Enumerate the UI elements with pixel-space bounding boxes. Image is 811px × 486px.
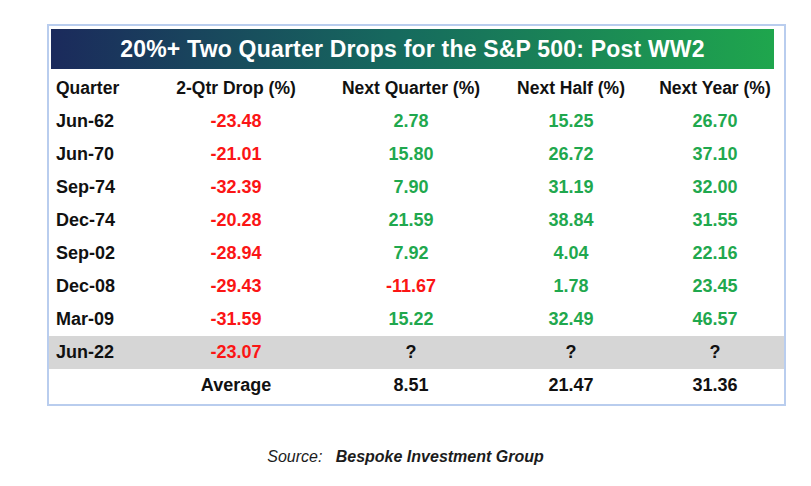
- value-cell: ?: [496, 336, 646, 369]
- table-row: Dec-74-20.2821.5938.8431.55: [49, 204, 784, 237]
- value-cell: -23.48: [146, 105, 326, 138]
- column-header-next-quarter: Next Quarter (%): [326, 72, 496, 105]
- value-cell: -21.01: [146, 138, 326, 171]
- value-cell: 26.72: [496, 138, 646, 171]
- column-header-quarter: Quarter: [49, 72, 146, 105]
- source-line: Source: Bespoke Investment Group: [0, 448, 811, 466]
- quarter-cell: Jun-22: [49, 336, 146, 369]
- average-label: Average: [146, 369, 326, 402]
- value-cell: 31.55: [646, 204, 784, 237]
- average-empty-cell: [49, 369, 146, 402]
- table-row: Jun-62-23.482.7815.2526.70: [49, 105, 784, 138]
- value-cell: ?: [326, 336, 496, 369]
- quarter-cell: Dec-74: [49, 204, 146, 237]
- value-cell: 31.19: [496, 171, 646, 204]
- source-name: Bespoke Investment Group: [336, 448, 544, 465]
- value-cell: 32.49: [496, 303, 646, 336]
- value-cell: 15.25: [496, 105, 646, 138]
- value-cell: 15.80: [326, 138, 496, 171]
- quarter-cell: Sep-74: [49, 171, 146, 204]
- quarter-cell: Jun-70: [49, 138, 146, 171]
- table-row: Mar-09-31.5915.2232.4946.57: [49, 303, 784, 336]
- value-cell: 46.57: [646, 303, 784, 336]
- table-title: 20%+ Two Quarter Drops for the S&P 500: …: [120, 36, 705, 63]
- data-table: Quarter 2-Qtr Drop (%) Next Quarter (%) …: [49, 72, 784, 402]
- value-cell: 22.16: [646, 237, 784, 270]
- value-cell: 37.10: [646, 138, 784, 171]
- value-cell: 26.70: [646, 105, 784, 138]
- quarter-cell: Mar-09: [49, 303, 146, 336]
- value-cell: 2.78: [326, 105, 496, 138]
- value-cell: -29.43: [146, 270, 326, 303]
- table-title-bar: 20%+ Two Quarter Drops for the S&P 500: …: [51, 29, 774, 69]
- table-row: Dec-08-29.43-11.671.7823.45: [49, 270, 784, 303]
- source-spacer: [327, 448, 331, 465]
- quarter-cell: Dec-08: [49, 270, 146, 303]
- column-header-next-year: Next Year (%): [646, 72, 784, 105]
- value-cell: -31.59: [146, 303, 326, 336]
- value-cell: 1.78: [496, 270, 646, 303]
- value-cell: 4.04: [496, 237, 646, 270]
- value-cell: -11.67: [326, 270, 496, 303]
- highlighted-row: Jun-22-23.07???: [49, 336, 784, 369]
- value-cell: -28.94: [146, 237, 326, 270]
- quarter-cell: Sep-02: [49, 237, 146, 270]
- value-cell: 38.84: [496, 204, 646, 237]
- table-body: Jun-62-23.482.7815.2526.70Jun-70-21.0115…: [49, 105, 784, 369]
- value-cell: 21.59: [326, 204, 496, 237]
- value-cell: 23.45: [646, 270, 784, 303]
- source-prefix: Source:: [267, 448, 322, 465]
- figure-canvas: 20%+ Two Quarter Drops for the S&P 500: …: [0, 0, 811, 486]
- value-cell: 32.00: [646, 171, 784, 204]
- value-cell: 7.92: [326, 237, 496, 270]
- column-header-next-half: Next Half (%): [496, 72, 646, 105]
- table-panel: 20%+ Two Quarter Drops for the S&P 500: …: [47, 24, 786, 406]
- value-cell: -20.28: [146, 204, 326, 237]
- value-cell: ?: [646, 336, 784, 369]
- value-cell: 15.22: [326, 303, 496, 336]
- table-row: Jun-70-21.0115.8026.7237.10: [49, 138, 784, 171]
- quarter-cell: Jun-62: [49, 105, 146, 138]
- average-value-next-year: 31.36: [646, 369, 784, 402]
- average-value-next-half: 21.47: [496, 369, 646, 402]
- table-row: Sep-02-28.947.924.0422.16: [49, 237, 784, 270]
- value-cell: 7.90: [326, 171, 496, 204]
- average-row: Average 8.51 21.47 31.36: [49, 369, 784, 402]
- average-value-next-quarter: 8.51: [326, 369, 496, 402]
- value-cell: -32.39: [146, 171, 326, 204]
- column-header-drop: 2-Qtr Drop (%): [146, 72, 326, 105]
- value-cell: -23.07: [146, 336, 326, 369]
- header-row: Quarter 2-Qtr Drop (%) Next Quarter (%) …: [49, 72, 784, 105]
- table-row: Sep-74-32.397.9031.1932.00: [49, 171, 784, 204]
